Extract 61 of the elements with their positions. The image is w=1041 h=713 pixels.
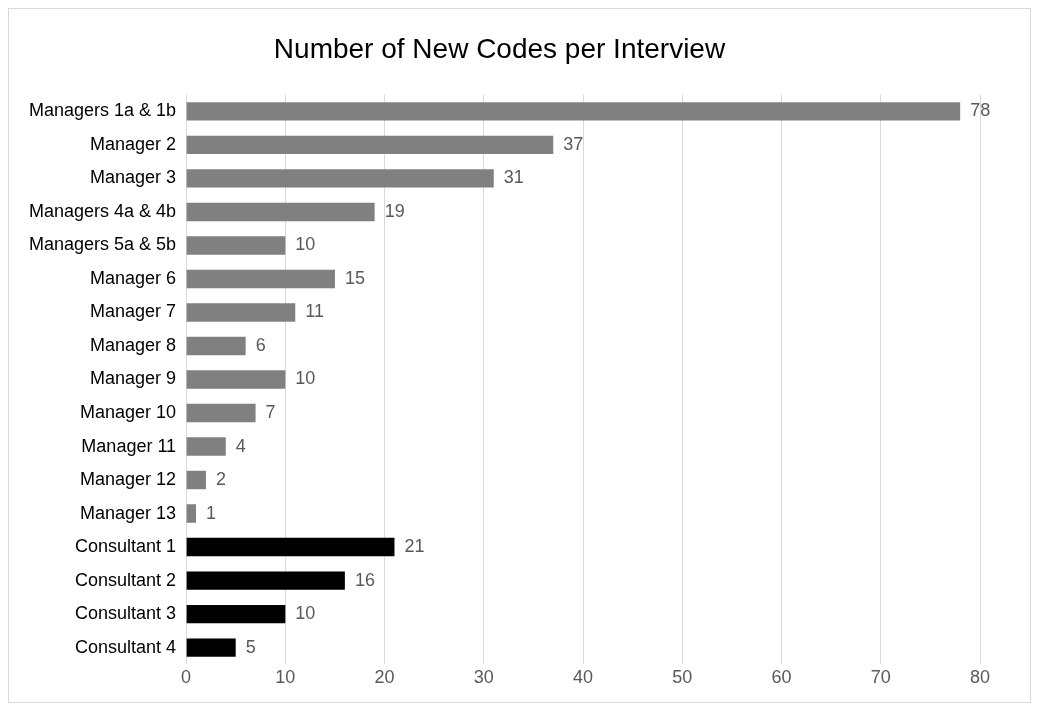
bar	[186, 336, 246, 356]
y-tick-label: Manager 2	[90, 133, 177, 154]
bar	[186, 537, 395, 557]
bar	[186, 303, 296, 322]
y-tick-label: Manager 7	[90, 301, 177, 322]
x-tick-label: 10	[275, 667, 296, 688]
y-tick-label: Consultant 2	[75, 569, 177, 590]
y-tick-label: Consultant 4	[75, 636, 177, 657]
data-label: 78	[970, 100, 991, 121]
data-label: 10	[295, 234, 316, 255]
y-tick-label: Managers 5a & 5b	[29, 234, 177, 255]
bar	[186, 470, 206, 490]
y-tick-label: Manager 13	[80, 502, 177, 523]
y-tick-label: Manager 9	[90, 368, 177, 389]
data-label: 37	[563, 133, 584, 154]
x-tick-label: 60	[771, 667, 792, 688]
bar	[186, 571, 345, 590]
data-label: 6	[255, 334, 266, 355]
data-label: 1	[206, 502, 217, 523]
bar	[186, 269, 335, 289]
data-label: 5	[245, 636, 256, 657]
data-label: 16	[354, 569, 375, 590]
y-tick-label: Consultant 3	[75, 603, 177, 624]
bar	[186, 403, 256, 423]
bar	[186, 135, 554, 155]
y-tick-label: Manager 3	[90, 167, 177, 188]
y-tick-label: Manager 12	[80, 469, 177, 490]
data-label: 21	[404, 536, 425, 557]
x-tick-label: 50	[672, 667, 693, 688]
bar	[186, 370, 286, 389]
bar	[186, 169, 494, 188]
bar	[186, 638, 236, 657]
data-label: 4	[235, 435, 246, 456]
chart-title: Number of New Codes per Interview	[273, 32, 726, 64]
data-label: 10	[295, 368, 316, 389]
data-label: 15	[344, 267, 365, 288]
bar	[186, 202, 375, 222]
data-label: 7	[265, 401, 276, 422]
y-tick-label: Manager 6	[90, 267, 177, 288]
bar	[186, 504, 197, 523]
y-tick-label: Manager 11	[81, 435, 177, 456]
x-tick-label: 40	[573, 667, 594, 688]
data-label: 19	[384, 200, 405, 221]
x-tick-label: 70	[870, 667, 891, 688]
y-tick-label: Manager 8	[90, 334, 177, 355]
x-tick-label: 20	[374, 667, 395, 688]
bar	[186, 437, 226, 456]
bar	[186, 236, 286, 255]
data-label: 2	[215, 469, 226, 490]
y-tick-label: Managers 1a & 1b	[29, 100, 177, 121]
bar	[186, 604, 286, 624]
y-tick-label: Managers 4a & 4b	[29, 200, 177, 221]
x-tick-label: 30	[473, 667, 494, 688]
y-tick-label: Consultant 1	[75, 536, 177, 557]
data-label: 10	[295, 603, 316, 624]
data-label: 31	[503, 167, 524, 188]
x-tick-label: 0	[181, 667, 192, 688]
data-label: 11	[305, 301, 324, 322]
y-tick-label: Manager 10	[80, 401, 177, 422]
bar	[186, 102, 961, 121]
x-tick-label: 80	[969, 667, 991, 688]
